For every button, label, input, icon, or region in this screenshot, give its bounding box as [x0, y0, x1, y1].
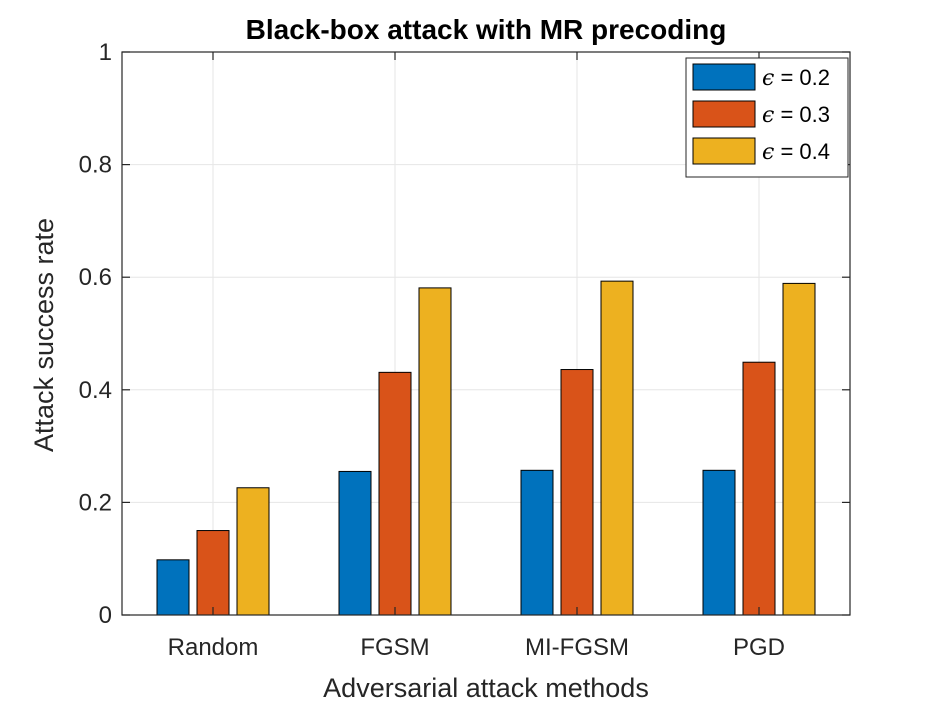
legend-value-text: = 0.4 [774, 139, 830, 164]
chart-title: Black-box attack with MR precoding [246, 14, 727, 45]
legend-epsilon-symbol: ϵ [762, 103, 774, 128]
y-tick-label: 0.6 [79, 264, 112, 291]
x-axis-label: Adversarial attack methods [323, 673, 649, 703]
x-tick-label: Random [168, 634, 259, 661]
bars [156, 280, 816, 616]
x-tick-label: FGSM [360, 634, 429, 661]
bar-fgsm-series-3 [418, 287, 452, 616]
bar-pgd-series-1 [702, 469, 736, 616]
legend-label: ϵ = 0.3 [762, 102, 830, 128]
legend-label: ϵ = 0.2 [762, 65, 830, 91]
legend-epsilon-symbol: ϵ [762, 66, 774, 91]
legend-swatch [692, 137, 756, 165]
x-tick-label: MI-FGSM [525, 634, 629, 661]
bar-mi-fgsm-series-1 [520, 469, 554, 616]
bar-random-series-2 [196, 530, 230, 616]
bar-fgsm-series-2 [378, 371, 412, 616]
legend-swatch [692, 63, 756, 91]
y-axis-label: Attack success rate [29, 218, 59, 452]
bar-mi-fgsm-series-3 [600, 280, 634, 616]
x-tick-label: PGD [733, 634, 785, 661]
y-tick-label: 0.4 [79, 377, 112, 404]
y-tick-label: 1 [99, 39, 112, 66]
legend-value-text: = 0.3 [774, 102, 830, 127]
legend-label: ϵ = 0.4 [762, 139, 830, 165]
bar-pgd-series-2 [742, 361, 776, 616]
bar-random-series-1 [156, 559, 190, 616]
y-tick-label: 0 [99, 602, 112, 629]
tick-labels: 0 0.2 0.4 0.6 0.8 1 Random FGSM MI-FGSM PGD [79, 39, 785, 661]
y-tick-label: 0.8 [79, 152, 112, 179]
bar-pgd-series-3 [782, 282, 816, 616]
legend-swatch [692, 100, 756, 128]
bar-random-series-3 [236, 487, 270, 616]
bar-mi-fgsm-series-2 [560, 369, 594, 616]
axes-box [121, 51, 851, 616]
bar-fgsm-series-1 [338, 470, 372, 616]
legend: ϵ = 0.2ϵ = 0.3ϵ = 0.4 [685, 57, 849, 178]
legend-value-text: = 0.2 [774, 65, 830, 90]
legend-epsilon-symbol: ϵ [762, 140, 774, 165]
axes [121, 51, 851, 616]
y-tick-label: 0.2 [79, 489, 112, 516]
